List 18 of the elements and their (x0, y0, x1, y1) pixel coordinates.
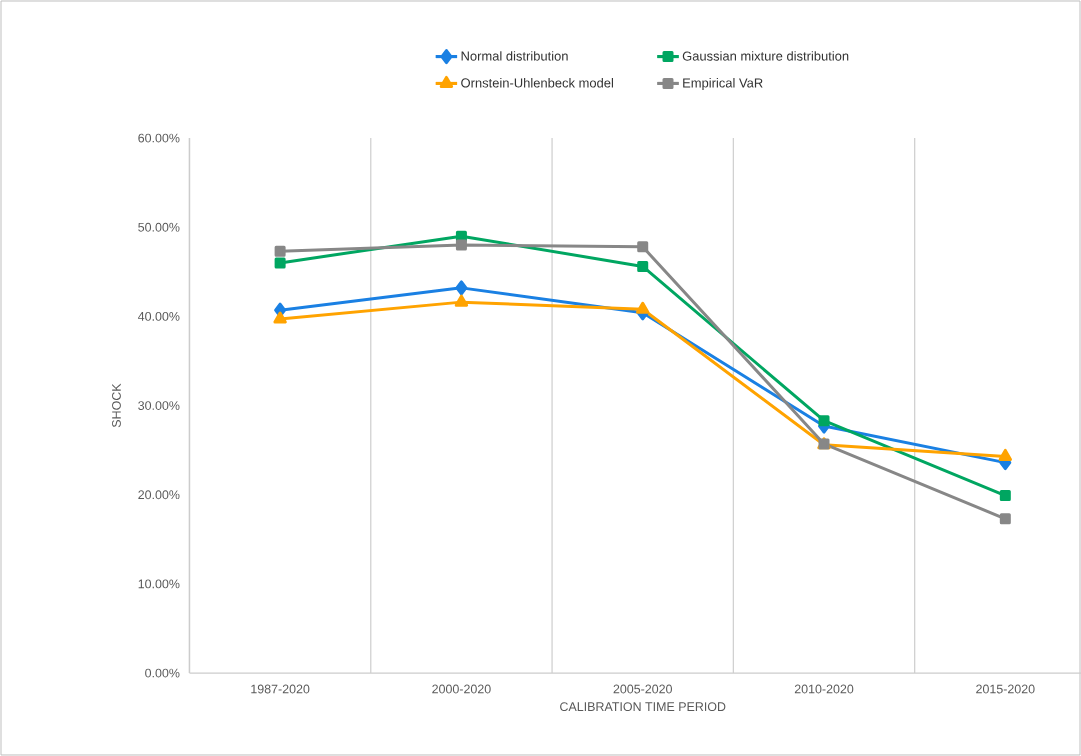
y-tick-label: 20.00% (138, 490, 180, 500)
y-axis-title: SHOCK (112, 383, 121, 428)
x-axis-title: CALIBRATION TIME PERIOD (560, 702, 726, 712)
y-tick-label: 60.00% (138, 133, 180, 143)
y-tick-label: 40.00% (137, 311, 180, 321)
x-tick-label: 2010-2020 (794, 684, 854, 694)
y-tick-label: 10.00% (138, 579, 180, 589)
y-tick-label: 0.00% (145, 668, 180, 678)
x-tick-label: 2000-2020 (432, 684, 491, 694)
x-tick-label: 1987-2020 (251, 684, 310, 694)
y-tick-label: 30.00% (138, 401, 180, 410)
legend-label: Gaussian mixture distribution (682, 51, 849, 61)
legend-label: Empirical VaR (683, 77, 763, 91)
y-tick-label: 50.00% (138, 222, 180, 232)
legend-label: Ornstein-Uhlenbeck model (461, 77, 613, 88)
legend-label: Normal distribution (461, 51, 568, 61)
x-tick-label: 2015-2020 (976, 684, 1035, 694)
x-tick-label: 2005-2020 (613, 684, 672, 694)
